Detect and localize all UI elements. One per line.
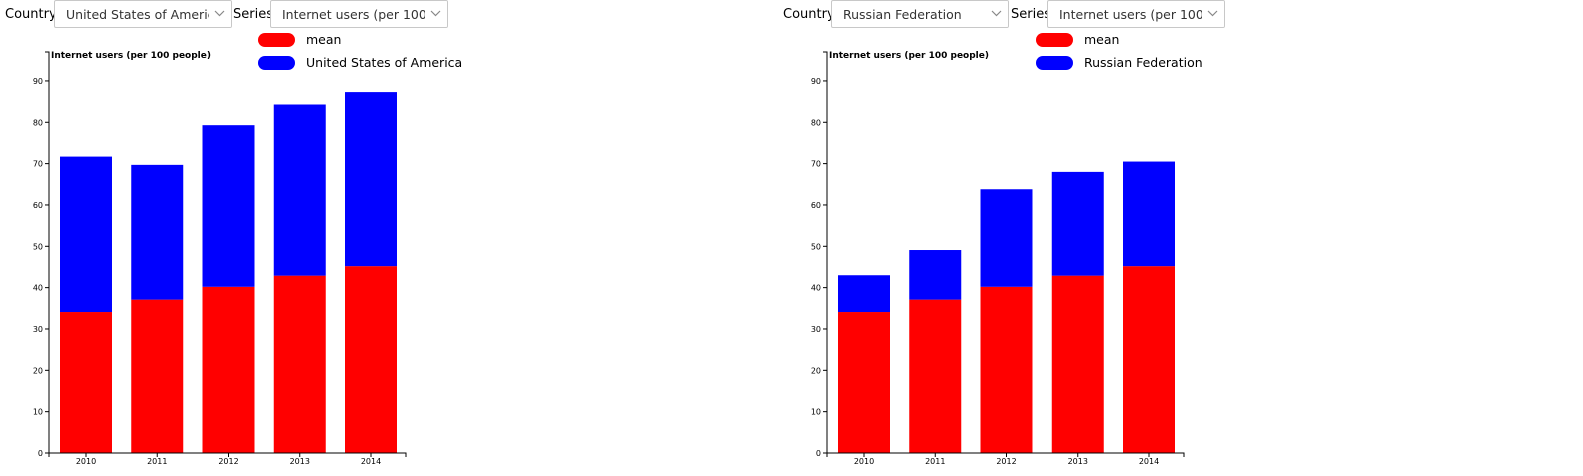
series-select[interactable]: Internet users (per 100 people) (270, 0, 448, 28)
series-label: Series: (233, 7, 278, 22)
y-tick-label: 30 (33, 325, 43, 334)
bar-country-2013 (273, 104, 326, 276)
y-tick-label: 40 (33, 284, 43, 293)
y-tick-label: 20 (33, 366, 43, 375)
y-tick-label: 70 (811, 160, 821, 169)
bar-country-2012 (202, 125, 255, 287)
country-select[interactable]: United States of America (54, 0, 232, 28)
country-label: Country: (783, 7, 839, 22)
y-tick-label: 10 (811, 408, 821, 417)
country-select-value: Russian Federation (843, 7, 962, 22)
bar-chart: Internet users (per 100 people) 0 10 20 30 40… (811, 32, 1203, 466)
y-tick-label: 60 (811, 201, 821, 210)
y-tick-label: 10 (33, 408, 43, 417)
y-tick-label: 30 (811, 325, 821, 334)
country-label: Country: (5, 7, 61, 22)
series-select[interactable]: Internet users (per 100 people) (1047, 0, 1225, 28)
bar-mean-2011 (909, 299, 962, 453)
bar-mean-2012 (202, 286, 255, 453)
bar-country-2012 (980, 189, 1033, 287)
y-tick-label: 20 (811, 366, 821, 375)
legend-label: mean (1084, 32, 1119, 47)
bar-country-2014 (1123, 161, 1175, 267)
bar-country-2010 (60, 156, 112, 313)
x-axis-line (48, 452, 407, 457)
bar-mean-2014 (345, 266, 397, 453)
legend-label: Russian Federation (1084, 55, 1203, 70)
country-select[interactable]: Russian Federation (831, 0, 1009, 28)
bar-country-2014 (345, 92, 397, 267)
y-axis-line (823, 51, 828, 454)
bar-mean-2012 (980, 286, 1033, 453)
y-tick-label: 50 (33, 242, 43, 251)
y-tick-label: 90 (811, 77, 821, 86)
x-tick-label: 2012 (996, 457, 1016, 466)
country-select-value: United States of America (66, 7, 223, 22)
bar-mean-2013 (1051, 275, 1104, 453)
x-tick-label: 2010 (76, 457, 96, 466)
y-tick-label: 80 (33, 118, 43, 127)
bar-country-2011 (131, 164, 184, 300)
bar-country-2010 (838, 275, 890, 313)
y-tick-label: 70 (33, 160, 43, 169)
legend-label: mean (306, 32, 341, 47)
series-select-value: Internet users (per 100 people) (1059, 7, 1224, 22)
y-axis-title: Internet users (per 100 people) (829, 51, 989, 61)
x-tick-label: 2011 (147, 457, 167, 466)
bar-chart: Internet users (per 100 people) 0 10 20 30 40… (33, 32, 462, 466)
chevron-down-icon (986, 1, 1008, 27)
y-axis-line (45, 51, 50, 454)
series-select-value: Internet users (per 100 people) (282, 7, 447, 22)
y-tick-label: 40 (811, 284, 821, 293)
x-tick-label: 2011 (925, 457, 945, 466)
chevron-down-icon (1202, 1, 1224, 27)
chevron-down-icon (425, 1, 447, 27)
legend-label: United States of America (306, 55, 462, 70)
y-tick-label: 0 (816, 449, 821, 458)
y-axis-title: Internet users (per 100 people) (51, 51, 211, 61)
y-tick-label: 80 (811, 118, 821, 127)
bar-mean-2013 (273, 275, 326, 453)
bar-country-2011 (909, 250, 962, 300)
bar-mean-2014 (1123, 266, 1175, 453)
chart-panel-russia: Country: Russian Federation Series: Inte… (778, 0, 1558, 476)
y-tick-label: 90 (33, 77, 43, 86)
x-axis-line (826, 452, 1185, 457)
bar-mean-2010 (60, 312, 112, 453)
bar-mean-2010 (838, 312, 890, 453)
y-tick-label: 0 (38, 449, 43, 458)
chart-panel-usa: Country: United States of America Series… (0, 0, 780, 476)
x-tick-label: 2014 (1139, 457, 1159, 466)
bar-country-2013 (1051, 171, 1104, 276)
y-tick-label: 50 (811, 242, 821, 251)
chevron-down-icon (209, 1, 231, 27)
x-tick-label: 2014 (361, 457, 381, 466)
x-tick-label: 2010 (854, 457, 874, 466)
legend-swatch (258, 56, 295, 70)
y-tick-label: 60 (33, 201, 43, 210)
series-label: Series: (1011, 7, 1056, 22)
legend-swatch (258, 33, 295, 47)
x-tick-label: 2012 (218, 457, 238, 466)
x-tick-label: 2013 (1068, 457, 1088, 466)
x-tick-label: 2013 (290, 457, 310, 466)
legend-swatch (1036, 33, 1073, 47)
legend-swatch (1036, 56, 1073, 70)
bar-mean-2011 (131, 299, 184, 453)
